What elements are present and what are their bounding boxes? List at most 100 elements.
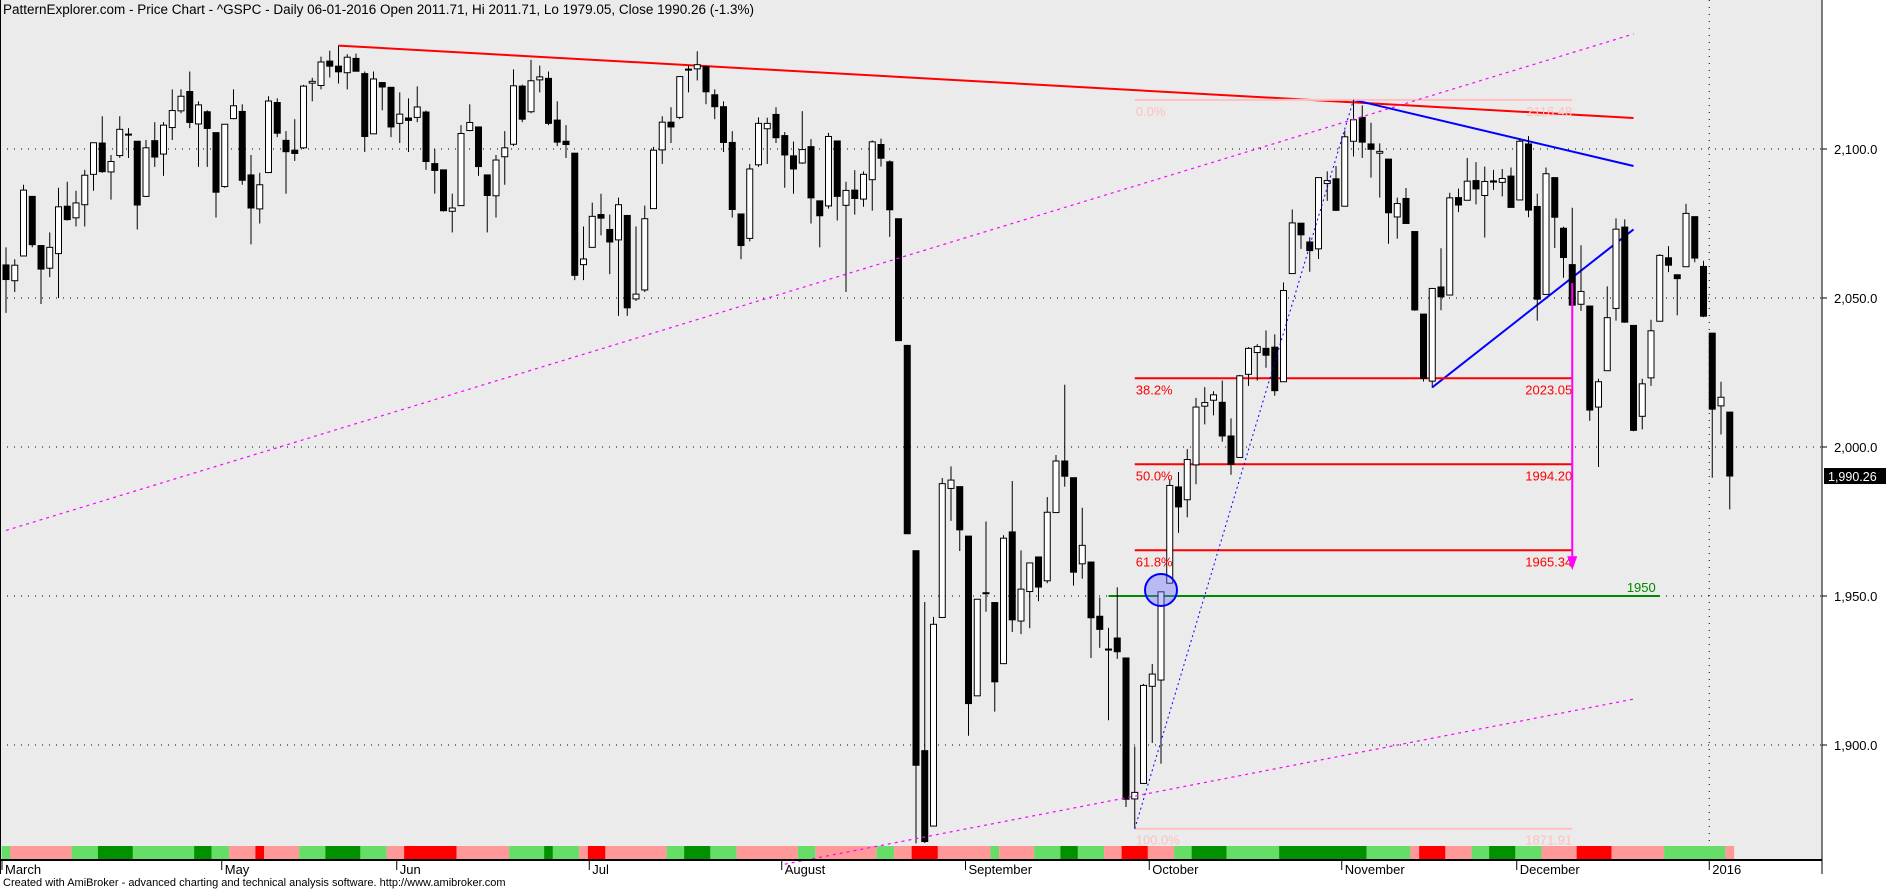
fib-level-percent: 61.8% [1136,554,1173,569]
ribbon-segment [132,846,195,860]
candle-body [1087,561,1095,619]
candle-body [326,60,334,67]
ribbon-segment [1410,846,1420,860]
fib-level-percent: 38.2% [1136,382,1173,397]
ribbon-segment [10,846,72,860]
ribbon-segment [404,846,457,860]
candle-body [1385,158,1392,214]
candle-body [1148,673,1156,687]
candle-body [912,550,920,766]
ribbon-segment [1060,846,1078,860]
annotations [338,44,1660,830]
fib-level-percent: 100.0% [1136,833,1181,848]
candle-body [1113,637,1121,653]
grid [0,0,1822,846]
candle-body [466,121,474,132]
candle-body [300,85,307,149]
ribbon-segment [1366,846,1411,860]
ribbon-segment [710,846,737,860]
x-tick-label: September [969,862,1033,877]
candle-body [195,104,202,125]
candle-body [1288,222,1296,275]
ribbon-segment [552,846,580,860]
candle-body [317,61,325,87]
candle-body [98,142,106,173]
candle-body [1052,460,1060,514]
y-tick-label: 1,900.0 [1834,738,1877,753]
candle-body [1105,648,1112,651]
candle-body [650,149,657,210]
candle-body [1647,330,1655,379]
candle-body [1420,313,1427,379]
fib-level-value: 1994.20 [1525,468,1572,483]
candle-body [510,85,517,145]
candle-body [536,76,544,81]
candle-body [851,189,859,199]
ribbon-segment [544,846,553,860]
footer-credit: Created with AmiBroker - advanced charti… [3,877,506,889]
ribbon-segment [299,846,326,860]
candle-body [1140,684,1147,784]
ribbon-segment [579,846,588,860]
candle-body [90,142,97,175]
ribbon-segment [1541,846,1577,860]
ribbon-segment [1147,846,1175,860]
candle-body [483,174,491,196]
ribbon-segment [1174,846,1192,860]
ribbon-segment [911,846,938,860]
candle-body [1726,411,1734,477]
candle-body [1306,241,1314,252]
candle-body [658,121,666,151]
ribbon-segment [1664,846,1726,860]
candle-body [387,86,395,128]
candle-body [1008,531,1016,621]
candle-body [825,135,832,207]
candle-body [1245,347,1252,375]
candle-body [518,85,526,120]
candle-body [1595,381,1602,408]
candle-body [1035,556,1042,588]
candle-body [860,173,867,200]
candle-body [273,102,281,134]
candle-body [1350,119,1357,142]
candle-body [1638,383,1646,417]
candle-body [1402,197,1410,225]
candle-body [676,76,684,118]
candle-body [431,163,439,171]
candle-body [221,123,229,188]
candle-body [440,169,447,212]
candle-body [606,228,614,243]
candle-body [895,218,902,342]
candle-body [492,159,500,197]
ribbon-segment [1611,846,1665,860]
candle-body [1700,265,1707,317]
candle-body [335,65,342,73]
candle-body [1691,216,1699,259]
candle-body [133,140,141,206]
candle-body [685,68,692,71]
fib-level-value: 2116.48 [1526,104,1572,119]
ribbon-segment [509,846,545,860]
candle-body [1253,346,1261,354]
candle-body [125,133,132,136]
candle-body [1586,305,1594,411]
ribbon-segment [71,846,98,860]
ribbon-segment [194,846,212,860]
candle-body [1455,197,1462,206]
x-tick-label: March [5,862,41,877]
x-tick-label: November [1345,862,1406,877]
ribbon-segment [456,846,510,860]
candle-body [1717,396,1725,407]
candle-body [833,140,841,197]
candle-body [1533,206,1541,300]
candle-body [1682,212,1690,268]
candle-body [921,750,929,843]
ribbon-segment [1576,846,1612,860]
candle-body [755,122,762,166]
candle-body [413,106,421,118]
annotations-overlay: 0.0% 2116.48 38.2% 2023.05 50.0% 1994.20 61.8%… [5,33,1656,865]
candle-body [1367,143,1375,150]
candle-body [886,161,894,211]
ribbon-segment [999,846,1035,860]
